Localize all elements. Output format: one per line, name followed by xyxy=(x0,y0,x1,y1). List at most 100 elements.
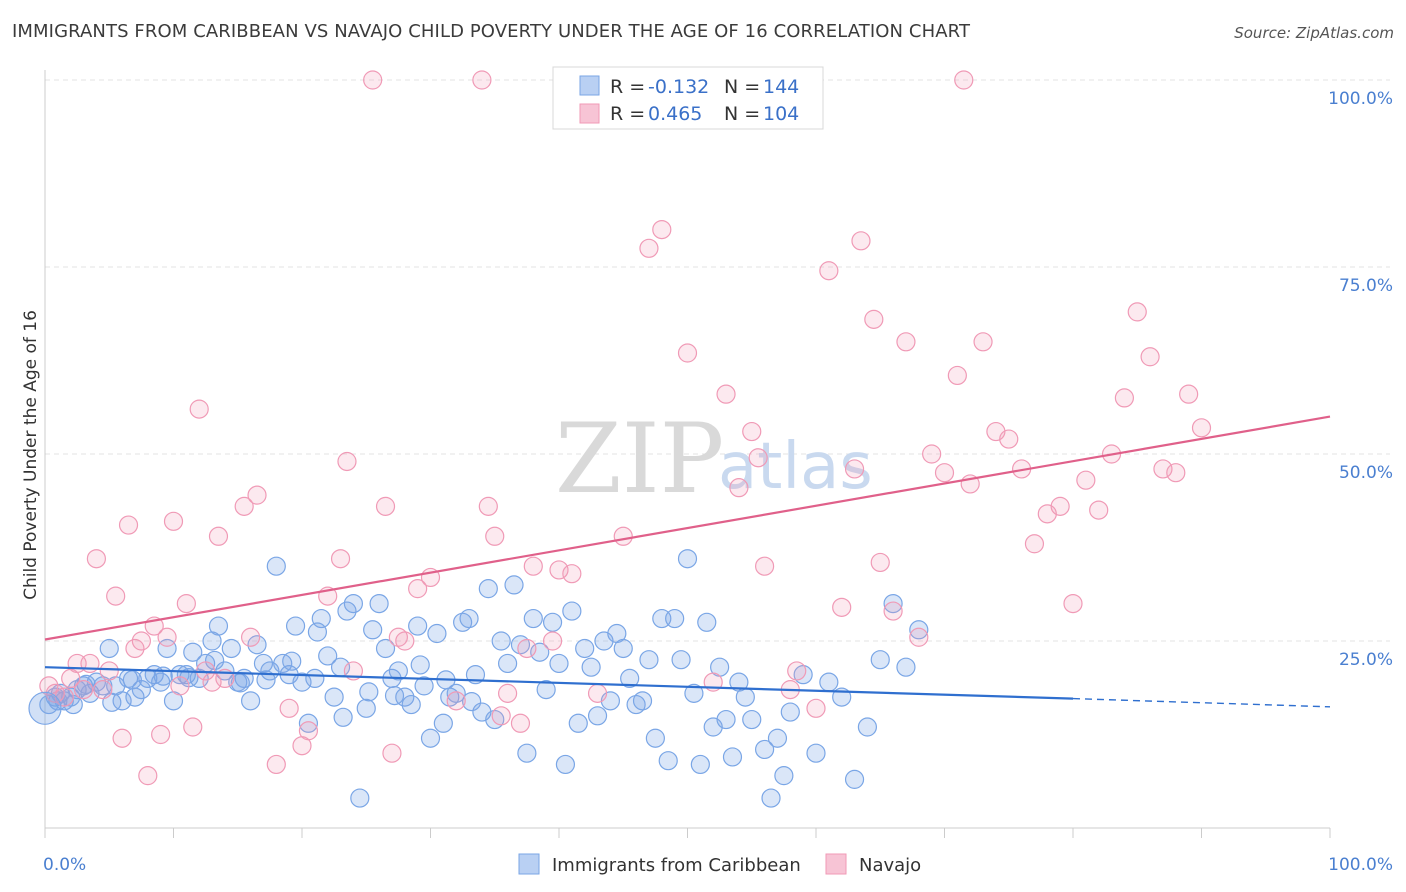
point-caribbean-76 xyxy=(523,608,543,629)
point-navajo-0 xyxy=(39,676,59,696)
y-tick-labels: 25.0% 50.0% 75.0% 100.0% xyxy=(1328,89,1393,670)
point-navajo-10 xyxy=(106,586,126,606)
point-caribbean-large xyxy=(28,691,62,725)
point-navajo-49 xyxy=(485,526,505,546)
point-navajo-34 xyxy=(298,721,319,741)
point-navajo-50 xyxy=(491,706,511,726)
point-navajo-97 xyxy=(1127,302,1147,322)
point-caribbean-102 xyxy=(690,754,710,775)
point-navajo-61 xyxy=(652,220,672,240)
point-navajo-40 xyxy=(375,496,396,516)
legend-n-label-navajo: N = xyxy=(724,103,760,125)
point-navajo-29 xyxy=(241,627,261,647)
watermark-atlas: atlas xyxy=(718,430,873,504)
point-navajo-22 xyxy=(183,717,203,737)
point-navajo-59 xyxy=(613,526,633,546)
x-tick-label-max: 100.0% xyxy=(1328,855,1393,875)
point-navajo-101 xyxy=(1179,384,1199,404)
point-navajo-15 xyxy=(138,766,158,786)
point-navajo-26 xyxy=(208,526,229,546)
point-navajo-89 xyxy=(1024,534,1045,554)
point-navajo-37 xyxy=(337,451,357,472)
chart-source: Source: ZipAtlas.com xyxy=(1234,24,1394,42)
point-navajo-39 xyxy=(363,70,383,90)
point-caribbean-66 xyxy=(459,608,479,629)
point-caribbean-143 xyxy=(462,691,482,712)
point-caribbean-106 xyxy=(716,709,736,730)
point-caribbean-103 xyxy=(697,612,717,632)
point-caribbean-73 xyxy=(504,575,524,595)
point-navajo-48 xyxy=(478,496,498,516)
point-caribbean-40 xyxy=(292,672,312,692)
point-caribbean-72 xyxy=(498,653,518,674)
point-caribbean-117 xyxy=(806,743,826,763)
legend-n-label-caribbean: N = xyxy=(724,76,760,98)
point-navajo-7 xyxy=(86,549,107,569)
trend-line-navajo xyxy=(44,415,1331,641)
point-caribbean-78 xyxy=(536,680,556,700)
point-caribbean-140 xyxy=(384,686,405,706)
point-navajo-72 xyxy=(819,261,839,281)
point-caribbean-12 xyxy=(112,691,132,711)
point-navajo-55 xyxy=(542,631,563,651)
point-caribbean-118 xyxy=(819,672,839,692)
point-caribbean-61 xyxy=(427,623,447,644)
point-navajo-17 xyxy=(151,724,171,745)
point-caribbean-22 xyxy=(176,665,196,685)
point-navajo-21 xyxy=(176,593,196,614)
point-navajo-78 xyxy=(883,601,903,621)
point-caribbean-125 xyxy=(909,620,929,640)
y-tick-label-2: 75.0% xyxy=(1339,276,1393,296)
point-caribbean-83 xyxy=(568,713,588,733)
gridlines xyxy=(45,79,1390,642)
y-axis-label: Child Poverty Under the Age of 16 xyxy=(21,310,41,600)
point-caribbean-121 xyxy=(857,717,878,737)
point-caribbean-57 xyxy=(401,694,421,715)
point-caribbean-137 xyxy=(307,622,328,642)
point-navajo-98 xyxy=(1140,347,1160,367)
point-caribbean-69 xyxy=(478,579,498,599)
point-navajo-99 xyxy=(1153,459,1173,479)
bottom-legend: Immigrants from Caribbean Navajo xyxy=(518,853,921,876)
point-navajo-8 xyxy=(93,680,113,700)
point-caribbean-94 xyxy=(639,650,659,670)
point-navajo-100 xyxy=(1166,463,1186,483)
point-navajo-85 xyxy=(973,332,993,352)
point-navajo-65 xyxy=(729,478,749,498)
point-caribbean-85 xyxy=(581,657,601,677)
point-caribbean-115 xyxy=(780,702,800,722)
point-caribbean-51 xyxy=(363,620,383,640)
point-navajo-30 xyxy=(247,485,267,505)
point-navajo-91 xyxy=(1050,496,1070,516)
point-navajo-58 xyxy=(587,683,608,703)
point-caribbean-101 xyxy=(684,683,704,703)
point-caribbean-48 xyxy=(343,593,363,614)
point-navajo-54 xyxy=(523,556,543,576)
legend-n-value-caribbean: 144 xyxy=(763,76,799,98)
legend-n-value-navajo: 104 xyxy=(763,103,799,125)
point-caribbean-100 xyxy=(677,549,698,569)
point-navajo-60 xyxy=(639,238,659,258)
point-caribbean-114 xyxy=(774,766,794,786)
point-caribbean-81 xyxy=(555,754,576,775)
legend-r-label-navajo: R = xyxy=(610,103,645,125)
point-caribbean-98 xyxy=(665,608,685,629)
point-navajo-92 xyxy=(1063,593,1083,614)
point-caribbean-136 xyxy=(282,651,302,671)
point-navajo-96 xyxy=(1114,388,1135,408)
point-caribbean-109 xyxy=(735,687,755,707)
point-caribbean-138 xyxy=(333,707,353,727)
point-navajo-31 xyxy=(266,754,286,775)
point-navajo-73 xyxy=(832,597,852,617)
point-caribbean-86 xyxy=(587,706,608,726)
point-caribbean-110 xyxy=(742,709,762,730)
point-caribbean-23 xyxy=(183,642,203,662)
y-tick-label-1: 50.0% xyxy=(1339,463,1393,483)
point-caribbean-107 xyxy=(722,747,743,767)
point-navajo-23 xyxy=(189,399,209,419)
y-tick-label-3: 100.0% xyxy=(1328,89,1393,109)
point-caribbean-130 xyxy=(122,670,142,690)
point-navajo-47 xyxy=(472,70,492,90)
point-caribbean-19 xyxy=(157,638,177,659)
